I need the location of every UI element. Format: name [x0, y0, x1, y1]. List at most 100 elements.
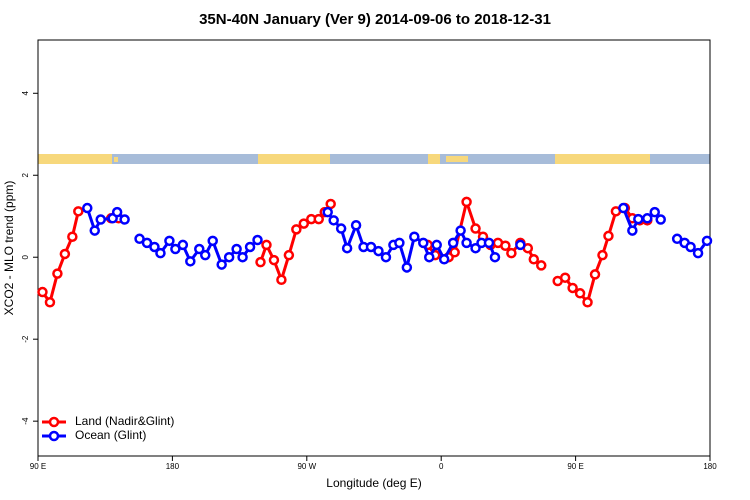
point: [276, 274, 287, 286]
point: [170, 243, 181, 255]
point: [701, 235, 713, 247]
point: [177, 239, 189, 251]
point: [649, 206, 660, 218]
point: [298, 218, 310, 229]
legend-label: Land (Nadir&Glint): [75, 414, 174, 428]
point: [461, 196, 472, 208]
point: [671, 233, 683, 245]
point: [528, 254, 540, 265]
point: [461, 237, 472, 249]
point: [89, 225, 100, 236]
point: [633, 213, 644, 225]
x-tick-label: 90 E: [30, 462, 46, 471]
point: [52, 268, 63, 279]
point: [655, 214, 666, 225]
point: [597, 249, 608, 261]
x-tick-label: 180: [166, 462, 180, 471]
point: [455, 225, 466, 236]
point: [325, 198, 336, 210]
point: [141, 237, 153, 249]
point: [559, 272, 571, 283]
x-tick-label: 180: [703, 462, 717, 471]
point: [536, 260, 547, 271]
point: [252, 234, 263, 246]
point: [73, 206, 84, 217]
point: [470, 223, 481, 234]
point: [185, 256, 196, 267]
x-tick-label: 0: [439, 462, 444, 471]
point: [401, 262, 413, 273]
point: [567, 282, 578, 294]
point: [95, 214, 106, 225]
point: [618, 202, 629, 214]
point: [692, 247, 704, 259]
point: [515, 239, 526, 251]
plot-frame: [37, 39, 711, 457]
point: [237, 251, 248, 263]
y-tick-label: -4: [21, 417, 30, 425]
y-tick-label: 4: [21, 91, 30, 96]
point: [231, 243, 242, 255]
point: [350, 220, 362, 231]
point: [449, 247, 460, 258]
point: [155, 247, 166, 259]
point: [207, 235, 218, 247]
point: [82, 202, 93, 214]
chart-title: 35N-40N January (Ver 9) 2014-09-06 to 20…: [199, 11, 551, 28]
point: [642, 213, 653, 224]
point: [268, 254, 280, 266]
point: [394, 237, 405, 249]
point: [328, 215, 339, 226]
point: [313, 213, 324, 225]
point: [424, 251, 435, 263]
point: [261, 239, 272, 251]
point: [164, 235, 175, 247]
point: [574, 288, 586, 299]
plot-area: [37, 196, 713, 308]
point: [59, 248, 71, 260]
y-tick-label: 0: [21, 254, 30, 259]
point: [44, 297, 56, 308]
y-axis-label: XCO2 - MLO trend (ppm): [2, 181, 16, 316]
point: [418, 237, 429, 249]
point: [67, 231, 78, 242]
point: [341, 242, 353, 254]
point: [149, 241, 160, 253]
y-tick-label: -2: [21, 335, 30, 343]
point: [244, 241, 256, 253]
legend-marker: [48, 430, 60, 442]
point: [335, 223, 347, 234]
point: [603, 230, 614, 242]
point: [200, 249, 211, 261]
legend-marker: [48, 416, 60, 428]
point: [37, 286, 48, 298]
legend-label: Ocean (Glint): [75, 428, 146, 442]
point: [489, 251, 501, 263]
point: [582, 297, 593, 308]
point: [291, 224, 302, 235]
point: [438, 254, 450, 265]
x-axis-label: Longitude (deg E): [326, 476, 421, 490]
point: [216, 259, 227, 270]
point: [134, 233, 145, 245]
point: [283, 249, 295, 261]
point: [255, 256, 266, 268]
point: [111, 206, 123, 218]
point: [685, 241, 696, 253]
point: [506, 247, 517, 259]
point: [322, 206, 333, 218]
point: [500, 240, 511, 251]
point: [194, 243, 205, 255]
point: [223, 251, 235, 263]
point: [589, 269, 601, 280]
point: [365, 241, 377, 253]
point: [431, 239, 442, 251]
point: [119, 214, 130, 225]
y-tick-label: 2: [21, 172, 30, 177]
point: [409, 231, 420, 242]
point: [373, 245, 384, 257]
point: [627, 225, 638, 236]
x-tick-label: 90 W: [297, 462, 316, 471]
point: [380, 251, 392, 263]
